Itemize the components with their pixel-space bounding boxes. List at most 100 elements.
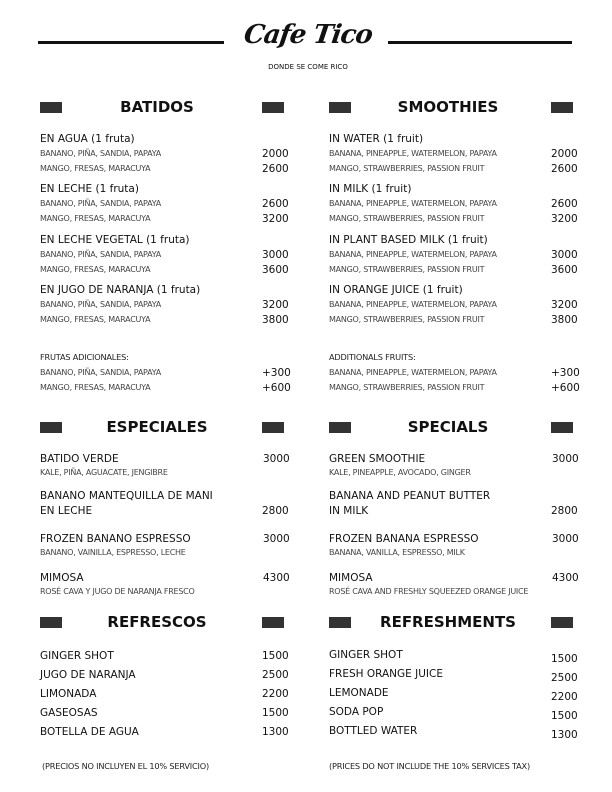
price: 1300	[551, 729, 578, 741]
menu-group-title: IN PLANT BASED MILK (1 fruit)	[329, 234, 488, 246]
refreshment-name: GINGER SHOT	[329, 649, 403, 661]
refreshment-name: FRESH ORANGE JUICE	[329, 668, 443, 680]
section-marker-right	[551, 102, 573, 113]
price: 3000	[263, 533, 290, 545]
extras-options: BANANO, PIÑA, SANDIA, PAPAYA	[40, 368, 161, 377]
menu-group-title: EN JUGO DE NARANJA (1 fruta)	[40, 284, 201, 296]
menu-group-options: BANANA, PINEAPPLE, WATERMELON, PAPAYA	[329, 199, 497, 208]
special-item-name: BANANA AND PEANUT BUTTER	[329, 490, 491, 502]
refreshment-name: GINGER SHOT	[40, 650, 114, 662]
special-item-name: BATIDO VERDE	[40, 453, 119, 465]
price: 2600	[262, 163, 289, 175]
menu-group-title: EN AGUA (1 fruta)	[40, 133, 135, 145]
section-marker-left	[40, 422, 62, 433]
section-marker-left	[329, 617, 351, 628]
price: 3000	[262, 249, 289, 261]
menu-group-options: BANANO, PIÑA, SANDIA, PAPAYA	[40, 250, 161, 259]
price: 1500	[262, 650, 289, 662]
refreshment-name: GASEOSAS	[40, 707, 98, 719]
price: 2800	[551, 505, 578, 517]
price: 2800	[262, 505, 289, 517]
price: 3200	[551, 213, 578, 225]
menu-group-title: IN ORANGE JUICE (1 fruit)	[329, 284, 463, 296]
menu-group-options: BANANO, PIÑA, SANDIA, PAPAYA	[40, 149, 161, 158]
refreshment-name: LEMONADE	[329, 687, 389, 699]
menu-group-options: MANGO, FRESAS, MARACUYA	[40, 214, 151, 223]
price: 3200	[262, 299, 289, 311]
price: 3800	[262, 314, 289, 326]
special-item-description: BANANO, VAINILLA, ESPRESSO, LECHE	[40, 548, 186, 557]
refreshment-name: BOTELLA DE AGUA	[40, 726, 139, 738]
special-item-name-line2: IN MILK	[329, 505, 369, 517]
price: 1500	[551, 710, 578, 722]
special-item-description: ROSÉ CAVA Y JUGO DE NARANJA FRESCO	[40, 587, 195, 596]
logo: Cafe Tico	[242, 20, 374, 50]
menu-group-options: MANGO, FRESAS, MARACUYA	[40, 164, 151, 173]
menu-group-options: BANANO, PIÑA, SANDIA, PAPAYA	[40, 199, 161, 208]
section-title-refrescos: REFRESHMENTS	[380, 613, 516, 631]
price: 3600	[262, 264, 289, 276]
price: 4300	[263, 572, 290, 584]
price: 1500	[551, 653, 578, 665]
section-marker-left	[40, 617, 62, 628]
special-item-description: KALE, PINEAPPLE, AVOCADO, GINGER	[329, 468, 471, 477]
extras-label: FRUTAS ADICIONALES:	[40, 352, 129, 362]
special-item-description: BANANA, VANILLA, ESPRESSO, MILK	[329, 548, 465, 557]
special-item-name: BANANO MANTEQUILLA DE MANI	[40, 490, 213, 502]
extras-options: MANGO, FRESAS, MARACUYA	[40, 383, 151, 392]
section-title-batidos: BATIDOS	[120, 98, 194, 116]
price: 3000	[263, 453, 290, 465]
menu-group-title: EN LECHE VEGETAL (1 fruta)	[40, 234, 190, 246]
menu-group-title: EN LECHE (1 fruta)	[40, 183, 139, 195]
menu-group-options: BANANA, PINEAPPLE, WATERMELON, PAPAYA	[329, 149, 497, 158]
price: +600	[262, 382, 291, 394]
price: +300	[262, 367, 291, 379]
special-item-name: GREEN SMOOTHIE	[329, 453, 426, 465]
special-item-name: FROZEN BANANA ESPRESSO	[329, 533, 479, 545]
refreshment-name: SODA POP	[329, 706, 384, 718]
price: 2600	[551, 163, 578, 175]
price: 3200	[551, 299, 578, 311]
menu-group-options: MANGO, STRAWBERRIES, PASSION FRUIT	[329, 265, 485, 274]
footer-note: (PRICES DO NOT INCLUDE THE 10% SERVICES …	[329, 761, 530, 771]
header-rule-right	[388, 41, 572, 44]
price: +600	[551, 382, 580, 394]
special-item-description: ROSÉ CAVA AND FRESHLY SQUEEZED ORANGE JU…	[329, 587, 529, 596]
section-marker-right	[262, 617, 284, 628]
price: +300	[551, 367, 580, 379]
price: 2200	[551, 691, 578, 703]
special-item-name: MIMOSA	[40, 572, 84, 584]
refreshment-name: BOTTLED WATER	[329, 725, 418, 737]
price: 3000	[551, 249, 578, 261]
section-title-especiales: SPECIALS	[407, 418, 489, 436]
menu-group-options: BANANA, PINEAPPLE, WATERMELON, PAPAYA	[329, 300, 497, 309]
menu-group-options: MANGO, FRESAS, MARACUYA	[40, 315, 151, 324]
special-item-name: MIMOSA	[329, 572, 373, 584]
extras-options: MANGO, STRAWBERRIES, PASSION FRUIT	[329, 383, 485, 392]
menu-group-title: IN WATER (1 fruit)	[329, 133, 424, 145]
menu-group-options: MANGO, STRAWBERRIES, PASSION FRUIT	[329, 214, 485, 223]
section-marker-right	[551, 617, 573, 628]
menu-group-options: MANGO, STRAWBERRIES, PASSION FRUIT	[329, 315, 485, 324]
section-marker-left	[40, 102, 62, 113]
price: 4300	[552, 572, 579, 584]
price: 2500	[551, 672, 578, 684]
price: 1500	[262, 707, 289, 719]
price: 2200	[262, 688, 289, 700]
price: 2600	[551, 198, 578, 210]
section-marker-right	[262, 102, 284, 113]
menu-group-title: IN MILK (1 fruit)	[329, 183, 412, 195]
menu-group-options: MANGO, STRAWBERRIES, PASSION FRUIT	[329, 164, 485, 173]
section-title-batidos: SMOOTHIES	[397, 98, 499, 116]
refreshment-name: JUGO DE NARANJA	[40, 669, 136, 681]
menu-group-options: BANANO, PIÑA, SANDIA, PAPAYA	[40, 300, 161, 309]
price: 1300	[262, 726, 289, 738]
extras-options: BANANA, PINEAPPLE, WATERMELON, PAPAYA	[329, 368, 497, 377]
price: 2600	[262, 198, 289, 210]
price: 3000	[552, 453, 579, 465]
special-item-description: KALE, PIÑA, AGUACATE, JENGIBRE	[40, 468, 168, 477]
refreshment-name: LIMONADA	[40, 688, 97, 700]
section-title-refrescos: REFRESCOS	[107, 613, 207, 631]
menu-group-options: MANGO, FRESAS, MARACUYA	[40, 265, 151, 274]
